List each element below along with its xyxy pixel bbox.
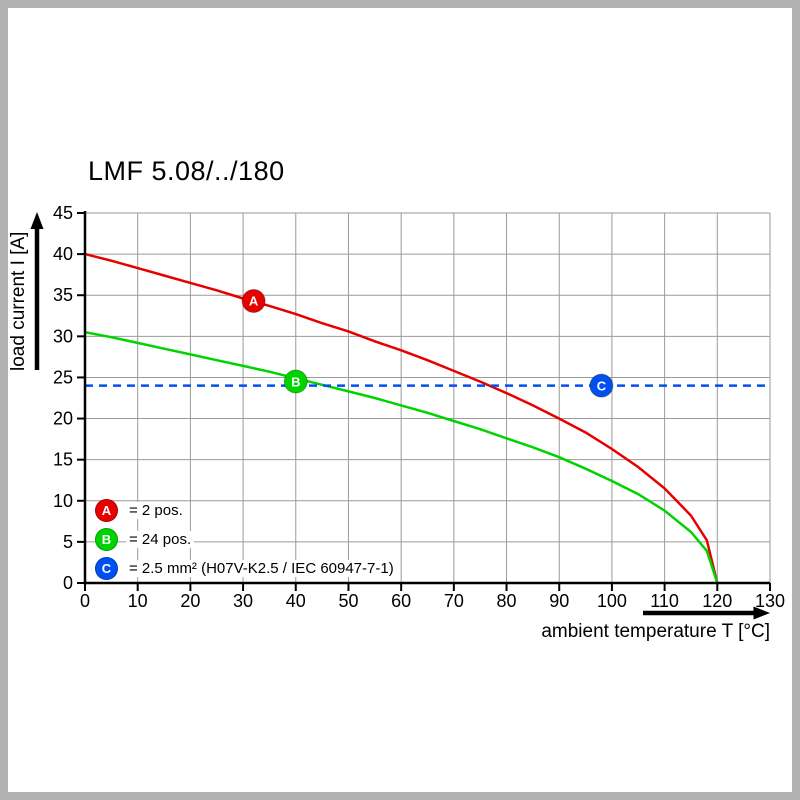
- legend-label-b: = 24 pos.: [126, 530, 195, 548]
- x-tick-label: 40: [286, 591, 306, 611]
- y-axis-label: load current I [A]: [8, 231, 29, 371]
- x-tick-label: 90: [549, 591, 569, 611]
- x-tick-label: 120: [702, 591, 732, 611]
- x-tick-label: 60: [391, 591, 411, 611]
- y-tick-label: 45: [53, 203, 73, 223]
- marker-c-icon: [589, 373, 614, 398]
- x-tick-label: 50: [338, 591, 358, 611]
- legend-item-c: C = 2.5 mm² (H07V-K2.5 / IEC 60947-7-1): [95, 556, 397, 580]
- y-tick-label: 25: [53, 367, 73, 387]
- y-tick-label: 15: [53, 450, 73, 470]
- y-tick-label: 40: [53, 244, 73, 264]
- curve-a: [84, 252, 719, 584]
- x-axis-label: ambient temperature T [°C]: [541, 621, 770, 642]
- y-tick-label: 10: [53, 491, 73, 511]
- x-tick-label: 100: [597, 591, 627, 611]
- x-tick-label: 70: [444, 591, 464, 611]
- derating-plot: 0 10 20 30 40 50 60 70 80 90 100 110 120 130 0 5 10 15 20 2…: [30, 203, 785, 620]
- x-tick-label: 110: [650, 591, 679, 611]
- marker-b-letter: B: [291, 374, 300, 389]
- marker-a-letter: A: [249, 294, 259, 309]
- legend: A = 2 pos. B = 24 pos. C = 2.5 mm² (H07V…: [95, 498, 397, 580]
- chart-title: LMF 5.08/../180: [88, 156, 285, 186]
- curve-b: [84, 330, 719, 584]
- y-axis-arrow-head: [30, 212, 44, 229]
- legend-item-a: A = 2 pos.: [95, 498, 397, 522]
- marker-c-letter: C: [597, 378, 607, 393]
- marker-b-icon: [283, 369, 308, 394]
- y-tick-label: 20: [53, 409, 73, 429]
- y-tick-label: 5: [63, 532, 73, 552]
- x-tick-label: 30: [233, 591, 253, 611]
- legend-label-a: = 2 pos.: [126, 501, 186, 519]
- x-tick-label: 80: [497, 591, 517, 611]
- x-tick-label: 20: [180, 591, 200, 611]
- y-tick-label: 35: [53, 285, 73, 305]
- legend-label-c: = 2.5 mm² (H07V-K2.5 / IEC 60947-7-1): [126, 559, 397, 577]
- x-tick-label: 130: [755, 591, 785, 611]
- legend-item-b: B = 24 pos.: [95, 527, 397, 551]
- legend-marker-a-icon: A: [95, 498, 118, 522]
- x-tick-label: 0: [80, 591, 90, 611]
- x-axis-arrow-head: [753, 606, 770, 620]
- y-tick-label: 0: [63, 573, 73, 593]
- y-tick-label: 30: [53, 326, 73, 346]
- marker-a-icon: [241, 288, 266, 313]
- legend-marker-b-icon: B: [95, 527, 118, 551]
- legend-marker-c-icon: C: [95, 556, 118, 580]
- x-tick-label: 10: [128, 591, 148, 611]
